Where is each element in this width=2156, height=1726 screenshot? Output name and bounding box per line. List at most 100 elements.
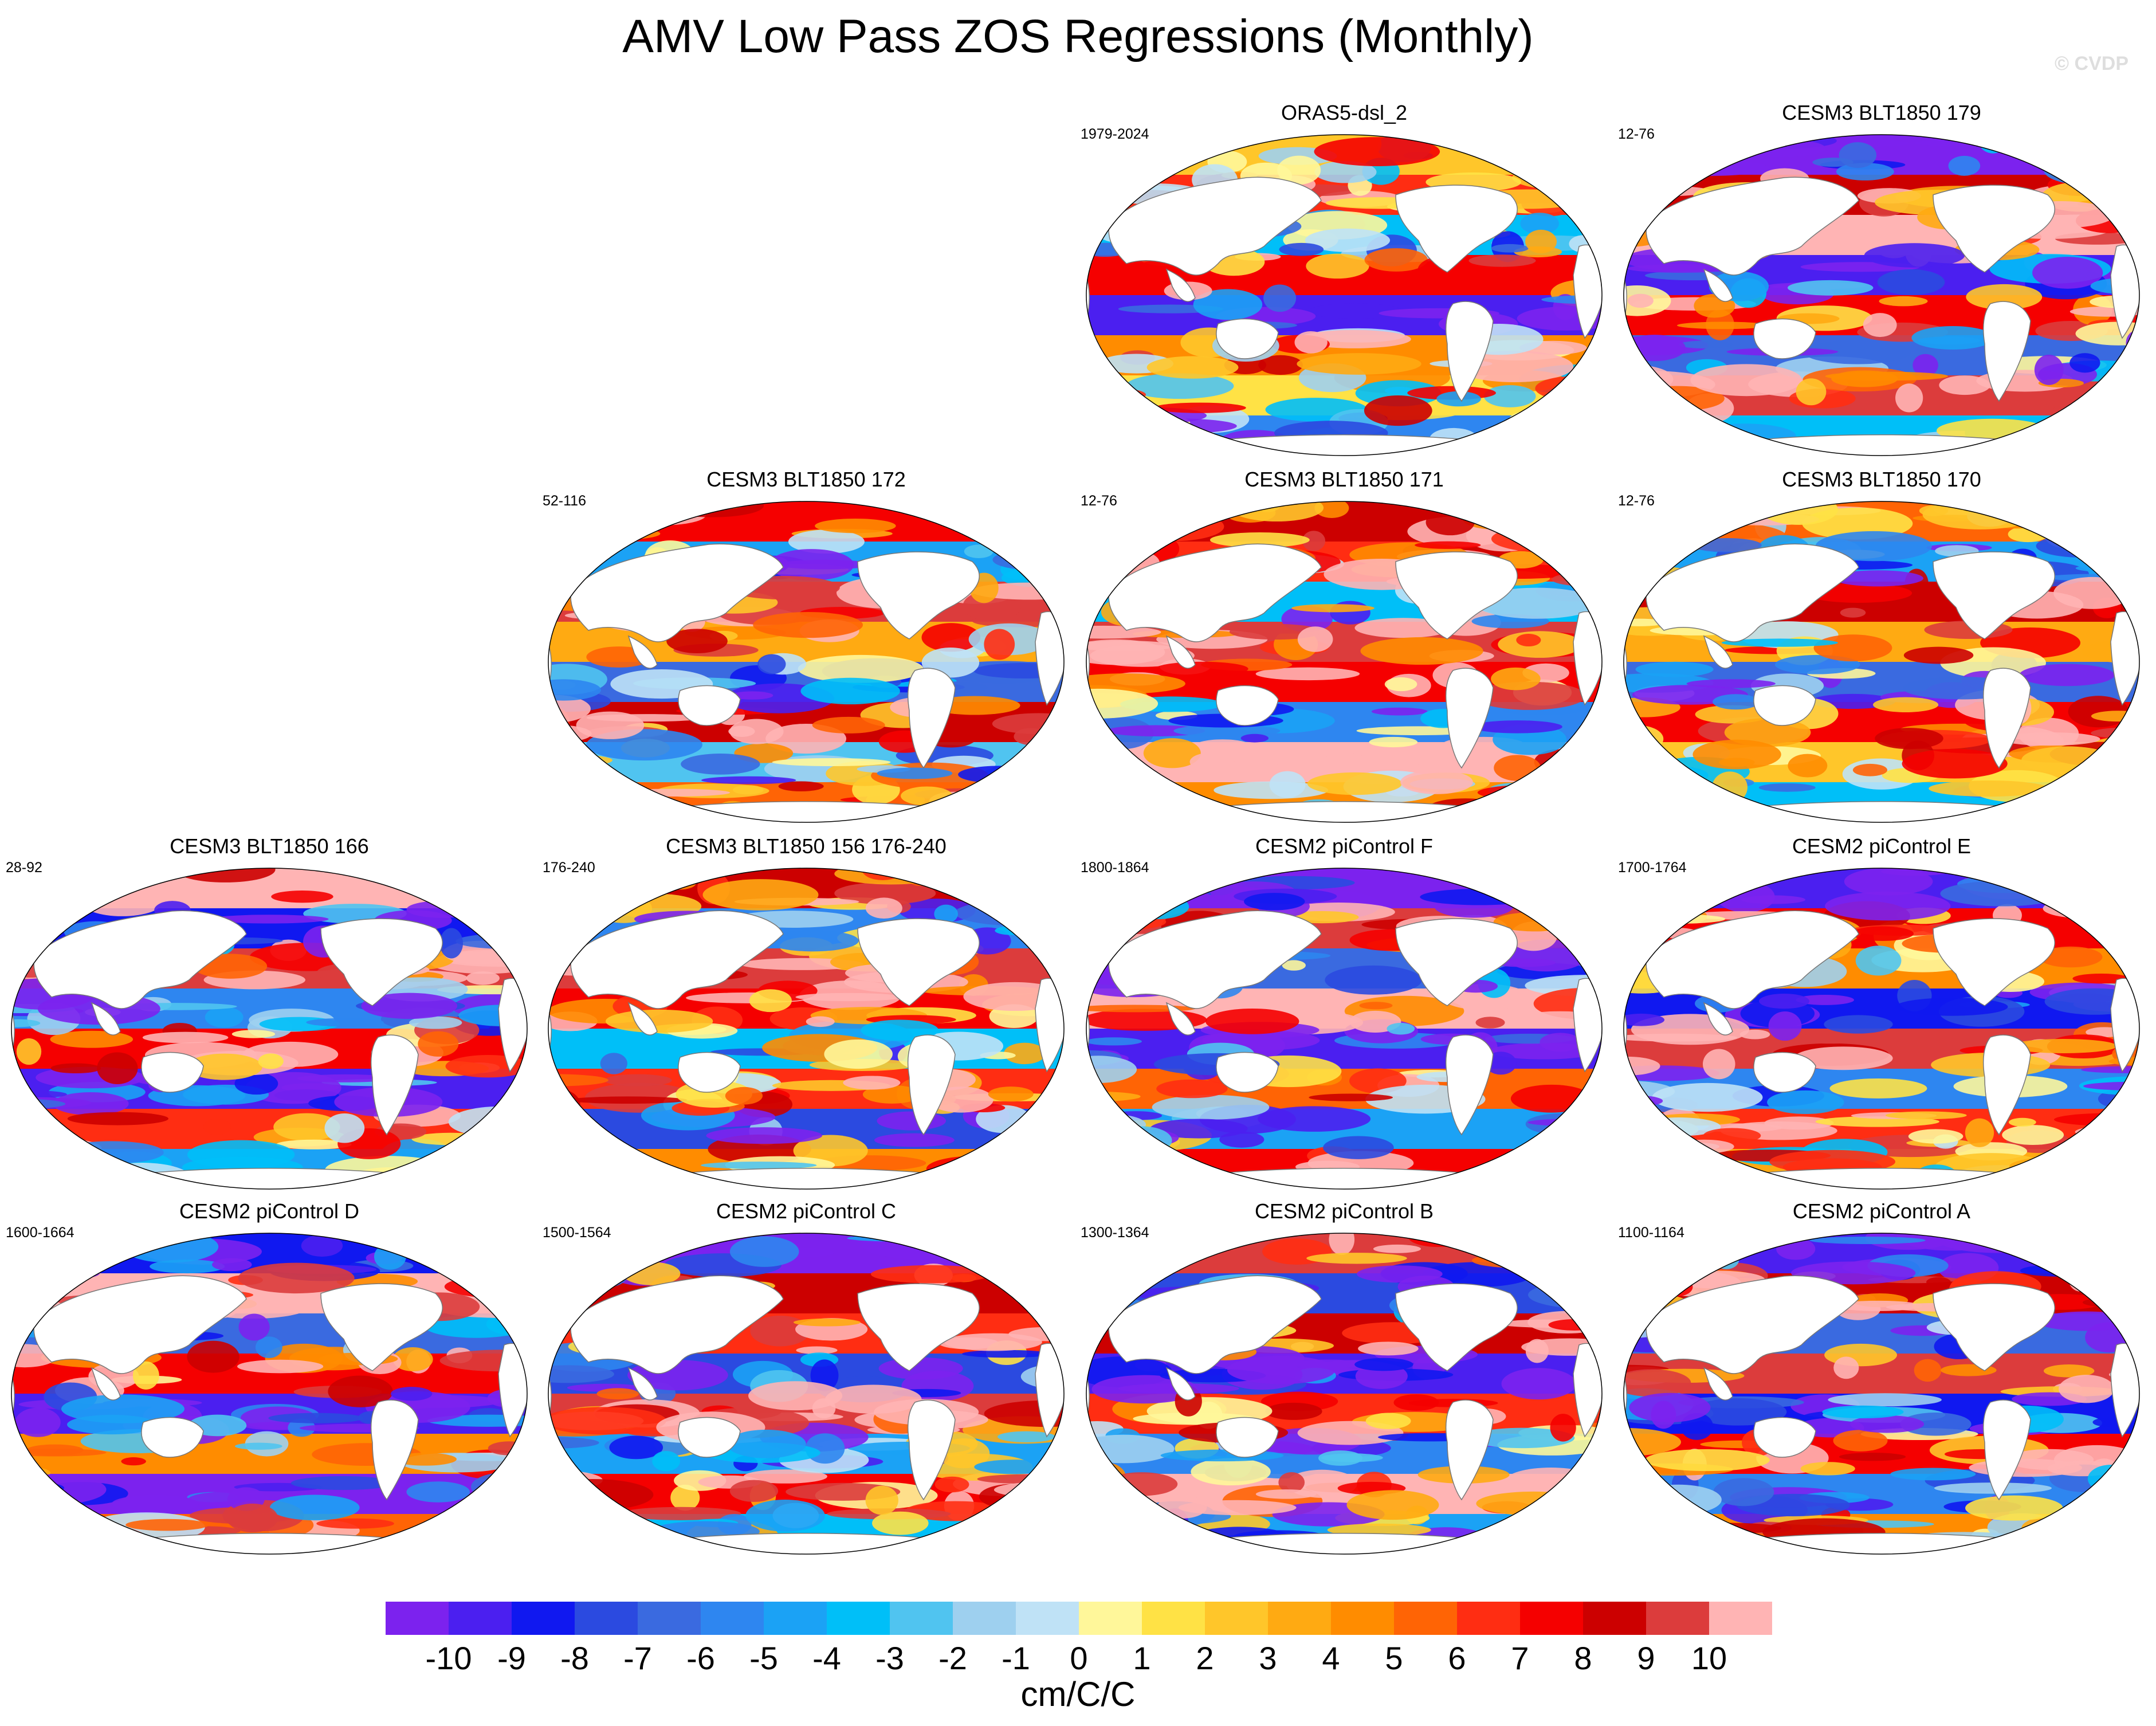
anomaly-blob [1658, 789, 1689, 803]
anomaly-blob [1624, 539, 1678, 566]
anomaly-blob [16, 1038, 42, 1065]
anomaly-blob [1473, 681, 1586, 710]
anomaly-blob [1111, 1506, 1155, 1517]
anomaly-blob [1086, 1527, 1197, 1543]
anomaly-blob [210, 915, 329, 924]
anomaly-blob [631, 1174, 700, 1189]
anomaly-blob [1086, 784, 1175, 813]
panel-title: ORAS5-dsl_2 [1281, 101, 1408, 124]
colorbar-tick-label: 4 [1322, 1640, 1340, 1676]
anomaly-blob [548, 802, 639, 822]
anomaly-blob [238, 1262, 355, 1294]
anomaly-blob [1101, 1233, 1153, 1259]
anomaly-blob [1475, 1017, 1505, 1029]
anomaly-blob [548, 1271, 576, 1290]
anomaly-blob [2126, 330, 2139, 356]
anomaly-blob [11, 1449, 107, 1457]
anomaly-blob [1624, 436, 1667, 456]
anomaly-blob [1297, 626, 1333, 652]
anomaly-blob [2084, 425, 2139, 438]
anomaly-blob [1577, 1524, 1602, 1540]
anomaly-blob [324, 1113, 365, 1143]
anomaly-blob [930, 1544, 1020, 1554]
anomaly-blob [1494, 1529, 1526, 1552]
anomaly-blob [548, 803, 578, 822]
land-mass [1165, 1002, 1196, 1035]
anomaly-blob [1796, 994, 1855, 1005]
anomaly-blob [1039, 1520, 1064, 1532]
anomaly-blob [1112, 418, 1237, 434]
colorbar-tick-label: -2 [938, 1640, 967, 1676]
map-border [548, 1233, 1065, 1555]
anomaly-blob [1086, 639, 1165, 665]
anomaly-blob [459, 1233, 527, 1253]
land-mass [68, 1168, 470, 1189]
anomaly-blob [2092, 1417, 2124, 1427]
anomaly-blob [806, 1016, 835, 1027]
anomaly-blob [2099, 205, 2139, 216]
anomaly-blob [121, 1457, 146, 1466]
anomaly-blob [301, 1234, 343, 1257]
land-mass [1165, 268, 1196, 302]
anomaly-blob [1516, 888, 1602, 899]
anomaly-blob [1125, 373, 1234, 399]
anomaly-blob [1508, 410, 1568, 432]
anomaly-blob [235, 1442, 282, 1450]
anomaly-blob [1425, 509, 1475, 536]
anomaly-blob [934, 904, 959, 924]
anomaly-blob [1122, 1255, 1167, 1282]
map-panel: CESM3 BLT1850 171 12-76 [1075, 467, 1613, 840]
anomaly-blob [132, 1361, 159, 1390]
anomaly-blob [1832, 570, 1923, 587]
anomaly-blob [1530, 793, 1587, 816]
anomaly-blob [600, 868, 663, 894]
anomaly-blob [548, 531, 624, 540]
anomaly-blob [1788, 754, 1828, 778]
anomaly-blob [2072, 1518, 2139, 1539]
anomaly-blob [2075, 1124, 2139, 1140]
anomaly-blob [1365, 1413, 1411, 1429]
map-border [1086, 134, 1603, 456]
land-mass [1933, 918, 2055, 1006]
anomaly-blob [988, 1086, 1034, 1102]
anomaly-blob [2043, 1364, 2095, 1378]
map-plot [11, 868, 528, 1190]
anomaly-blob [1849, 1415, 1925, 1433]
panel-title: CESM2 piControl B [1254, 1199, 1434, 1223]
anomaly-blob [1278, 1472, 1305, 1493]
anomaly-blob [2089, 418, 2129, 434]
anomaly-blob [1635, 661, 1714, 677]
land-mass [1395, 185, 1518, 273]
anomaly-blob [798, 654, 924, 683]
land-mass [1445, 1034, 1494, 1136]
map-panel: CESM3 BLT1850 170 12-76 [1612, 467, 2151, 840]
anomaly-blob [978, 1151, 1030, 1174]
anomaly-blob [1022, 1535, 1064, 1551]
panel-title: CESM3 BLT1850 171 [1244, 468, 1444, 491]
anomaly-blob [1314, 137, 1440, 166]
anomaly-blob [1535, 376, 1602, 401]
anomaly-blob [1984, 505, 2039, 513]
anomaly-blob [428, 1238, 527, 1262]
anomaly-blob [1324, 752, 1366, 767]
anomaly-blob [15, 1407, 61, 1437]
anomaly-blob [1240, 733, 1269, 743]
anomaly-blob [1358, 1341, 1419, 1356]
colorbar-box [575, 1602, 638, 1635]
land-mass [68, 1533, 470, 1554]
copyright-label: © CVDP [2055, 53, 2128, 74]
anomaly-blob [548, 1479, 654, 1511]
anomaly-blob [1494, 755, 1541, 781]
panel-years: 28-92 [6, 860, 42, 876]
anomaly-blob [1562, 890, 1602, 910]
anomaly-blob [748, 1381, 843, 1411]
anomaly-blob [255, 1336, 282, 1359]
anomaly-blob [701, 776, 796, 784]
anomaly-blob [795, 993, 901, 1002]
colorbar-tick-label: -10 [425, 1640, 472, 1676]
anomaly-blob [1307, 772, 1402, 795]
colorbar-tick-label: 1 [1133, 1640, 1151, 1676]
anomaly-blob [1966, 284, 2043, 310]
land-mass [605, 1168, 1007, 1189]
land-mass [1703, 635, 1733, 669]
